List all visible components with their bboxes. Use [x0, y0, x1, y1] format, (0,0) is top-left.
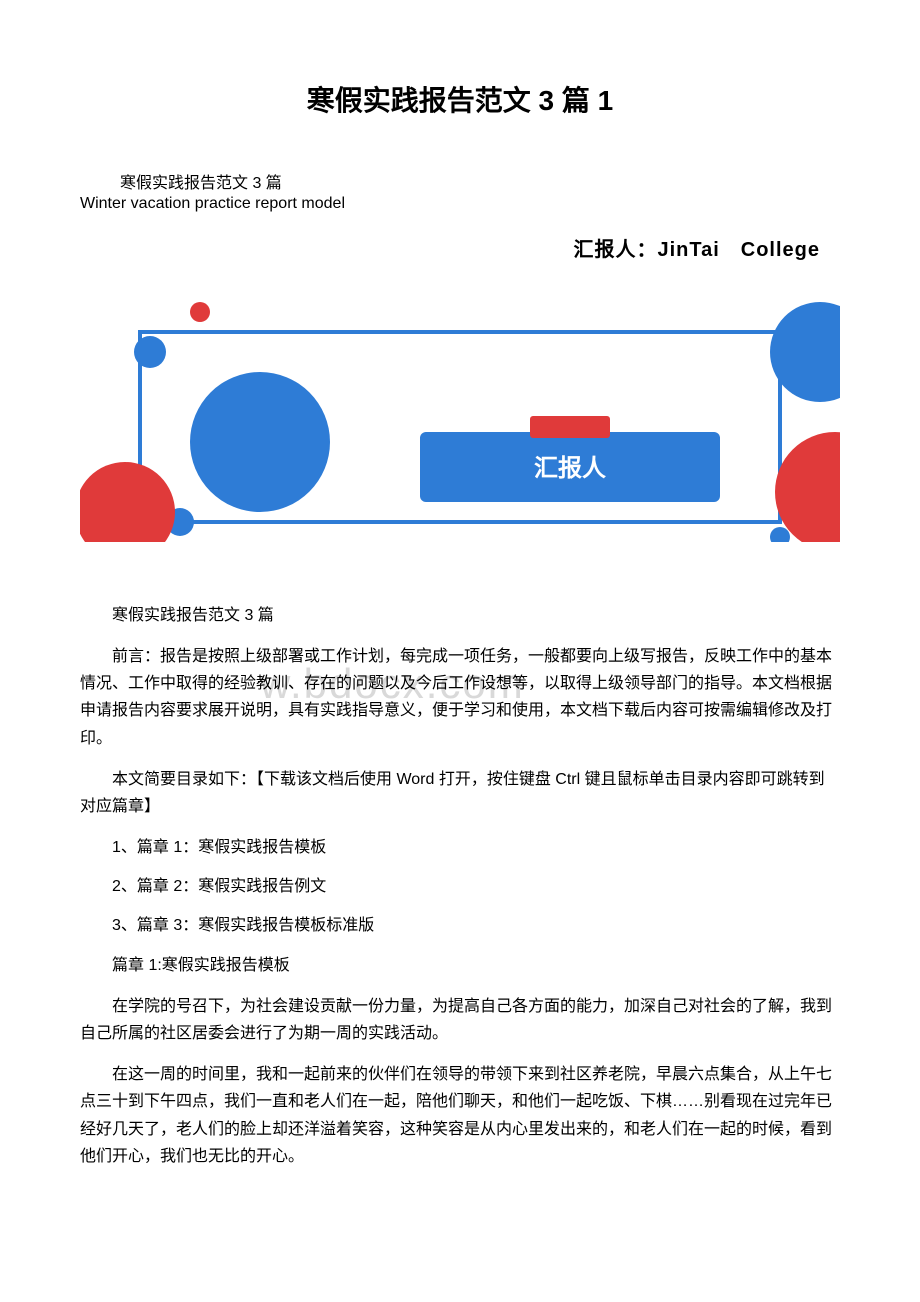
body-para: 在学院的号召下，为社会建设贡献一份力量，为提高自己各方面的能力，加深自己对社会的… — [80, 993, 840, 1047]
reporter-line: 汇报人：JinTai College — [80, 233, 820, 262]
toc-intro: 本文简要目录如下：【下载该文档后使用 Word 打开，按住键盘 Ctrl 键且鼠… — [80, 766, 840, 820]
section2-title: 寒假实践报告范文 3 篇 — [80, 602, 840, 629]
toc-item: 1、篇章 1：寒假实践报告模板 — [80, 834, 840, 861]
chapter1-title: 篇章 1:寒假实践报告模板 — [80, 952, 840, 979]
cover-graphic: 汇报人 — [80, 272, 840, 542]
subtitle-cn: 寒假实践报告范文 3 篇 — [120, 169, 840, 193]
preface: 前言：报告是按照上级部署或工作计划，每完成一项任务，一般都要向上级写报告，反映工… — [80, 643, 840, 752]
toc-item: 3、篇章 3：寒假实践报告模板标准版 — [80, 912, 840, 939]
body-para: 在这一周的时间里，我和一起前来的伙伴们在领导的带领下来到社区养老院，早晨六点集合… — [80, 1061, 840, 1170]
cover-svg: 汇报人 — [80, 272, 840, 542]
page-title: 寒假实践报告范文 3 篇 1 — [80, 79, 840, 119]
toc-item: 2、篇章 2：寒假实践报告例文 — [80, 873, 840, 900]
svg-text:汇报人: 汇报人 — [534, 455, 606, 482]
subtitle-en: Winter vacation practice report model — [80, 195, 840, 213]
